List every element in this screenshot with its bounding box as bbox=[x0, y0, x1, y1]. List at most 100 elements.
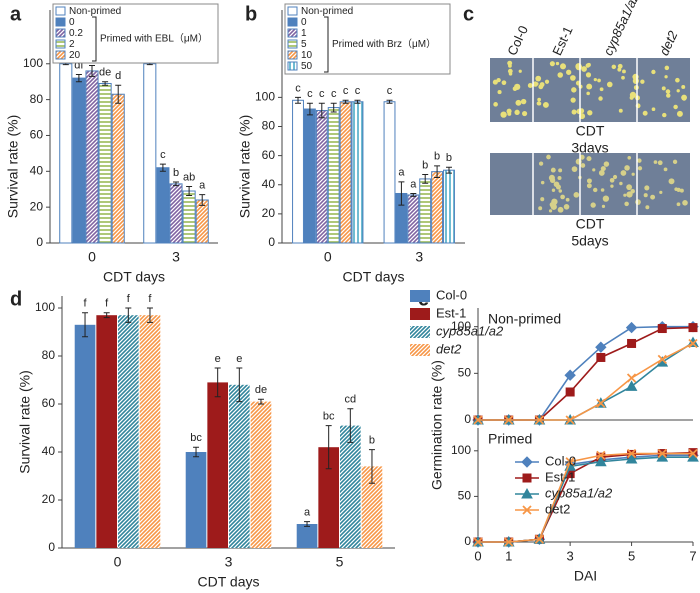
subplot-title: Non-primed bbox=[488, 311, 561, 327]
significance-letter: c bbox=[160, 149, 166, 161]
seedling bbox=[590, 202, 596, 208]
legend-swatch bbox=[287, 39, 298, 49]
seedling bbox=[617, 63, 623, 69]
seedling bbox=[640, 79, 645, 84]
y-tick-label: 100 bbox=[23, 56, 43, 70]
seedling bbox=[538, 206, 543, 211]
error-bar bbox=[186, 186, 193, 197]
significance-letter: e bbox=[215, 353, 221, 365]
seedling bbox=[508, 71, 513, 76]
bar bbox=[431, 171, 444, 244]
x-tick-label: 7 bbox=[689, 548, 696, 563]
significance-letter: e bbox=[236, 353, 242, 365]
subplot-title: Primed bbox=[488, 431, 532, 447]
seedling bbox=[665, 89, 671, 94]
seedling bbox=[593, 77, 597, 82]
significance-letter: bc bbox=[190, 432, 202, 444]
marker bbox=[596, 352, 606, 362]
bar bbox=[361, 466, 383, 548]
bar bbox=[292, 99, 304, 244]
significance-letter: c bbox=[295, 82, 301, 94]
seedling bbox=[659, 190, 663, 194]
x-axis-label: CDT days bbox=[103, 269, 165, 285]
y-axis-label: Survival rate (%) bbox=[17, 370, 33, 473]
legend-bracket bbox=[324, 16, 329, 73]
seedling bbox=[555, 61, 560, 66]
seedling bbox=[571, 109, 577, 115]
y-tick-label: 20 bbox=[42, 492, 56, 506]
seedling bbox=[626, 184, 633, 191]
column-label: Est-1 bbox=[549, 24, 575, 58]
marker bbox=[625, 321, 638, 334]
x-tick-label: 3 bbox=[415, 249, 423, 265]
marker bbox=[564, 369, 576, 381]
seedling bbox=[606, 81, 613, 88]
seedling bbox=[666, 93, 671, 98]
seedling bbox=[512, 86, 518, 92]
series-line bbox=[478, 452, 693, 543]
seedling bbox=[559, 63, 567, 70]
seedling bbox=[650, 194, 656, 200]
significance-letter: b bbox=[422, 159, 428, 171]
bar bbox=[383, 101, 396, 244]
legend-box bbox=[284, 3, 451, 75]
y-tick-label: 40 bbox=[42, 444, 56, 458]
seedling bbox=[592, 168, 596, 172]
bar bbox=[169, 183, 183, 244]
seedling bbox=[664, 65, 670, 71]
legend-swatch bbox=[410, 326, 430, 338]
seedling bbox=[558, 168, 563, 173]
legend-swatch bbox=[55, 28, 66, 38]
significance-letter: d bbox=[115, 70, 121, 82]
bar bbox=[85, 70, 99, 244]
error-bar bbox=[103, 312, 110, 319]
error-bar bbox=[295, 96, 302, 104]
seedling bbox=[573, 192, 580, 198]
y-axis-label: Survival rate (%) bbox=[237, 115, 253, 218]
marker bbox=[688, 338, 698, 349]
bar bbox=[315, 109, 328, 244]
seedling bbox=[676, 110, 683, 117]
y-tick-label: 0 bbox=[464, 534, 471, 548]
bar bbox=[182, 190, 196, 244]
seedling bbox=[635, 199, 641, 205]
seedling bbox=[551, 188, 556, 192]
marker bbox=[504, 415, 514, 425]
seedling bbox=[570, 75, 576, 81]
y-tick-label: 50 bbox=[458, 366, 472, 380]
seedling bbox=[672, 159, 678, 164]
panel-label: a bbox=[10, 3, 22, 25]
significance-letter: bc bbox=[323, 411, 335, 423]
y-axis-label: Germination rate (%) bbox=[429, 360, 445, 490]
seedling bbox=[644, 185, 650, 191]
legend-title: Primed with Brz（μM） bbox=[332, 38, 436, 50]
marker bbox=[565, 457, 575, 467]
error-bar bbox=[102, 81, 109, 86]
seedling bbox=[611, 64, 617, 70]
column-label: det2 bbox=[656, 28, 681, 58]
significance-letter: ab bbox=[183, 171, 195, 183]
marker bbox=[657, 324, 667, 334]
seedling bbox=[662, 112, 667, 118]
seedling bbox=[514, 109, 520, 116]
seedling bbox=[651, 107, 656, 112]
seedling bbox=[548, 174, 555, 181]
x-tick-label: 3 bbox=[172, 249, 180, 265]
y-tick-label: 100 bbox=[35, 300, 55, 314]
column-label: Col-0 bbox=[504, 23, 531, 58]
bar bbox=[118, 315, 139, 548]
error-bar bbox=[199, 194, 206, 206]
error-bar bbox=[304, 521, 311, 527]
legend-label: det2 bbox=[545, 501, 570, 516]
bar bbox=[318, 447, 339, 548]
y-tick-label: 100 bbox=[451, 443, 471, 457]
error-bar bbox=[445, 166, 452, 174]
seedling bbox=[544, 79, 550, 84]
error-bar bbox=[214, 367, 221, 398]
legend-label: 5 bbox=[301, 39, 307, 50]
legend-swatch bbox=[410, 290, 430, 302]
legend-swatch bbox=[287, 6, 298, 16]
significance-letter: b bbox=[369, 435, 375, 447]
seedling bbox=[624, 201, 629, 207]
y-tick-label: 40 bbox=[262, 177, 276, 191]
